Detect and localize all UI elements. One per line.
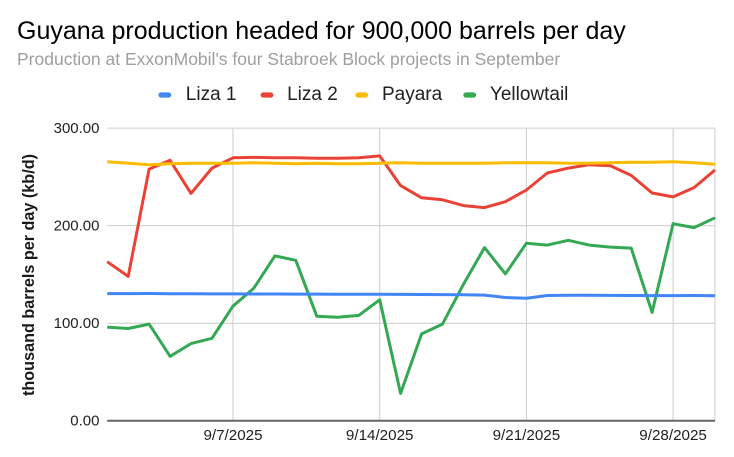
svg-text:300.00: 300.00 [54,120,100,137]
svg-text:0.00: 0.00 [70,412,99,429]
svg-text:9/28/2025: 9/28/2025 [639,427,707,444]
svg-text:Payara: Payara [382,84,443,105]
svg-text:Guyana production headed for 9: Guyana production headed for 900,000 bar… [17,17,626,45]
svg-text:9/21/2025: 9/21/2025 [493,427,561,444]
svg-text:thousand barrels per day (kb/d: thousand barrels per day (kb/d) [20,154,38,396]
svg-text:Yellowtail: Yellowtail [490,84,569,105]
svg-text:9/7/2025: 9/7/2025 [203,427,262,444]
svg-text:Liza 2: Liza 2 [287,84,338,105]
svg-text:Production at ExxonMobil's fou: Production at ExxonMobil's four Stabroek… [17,49,560,69]
svg-text:200.00: 200.00 [54,217,100,234]
svg-text:9/14/2025: 9/14/2025 [346,427,414,444]
svg-text:Liza 1: Liza 1 [186,84,237,105]
svg-text:100.00: 100.00 [54,315,100,332]
